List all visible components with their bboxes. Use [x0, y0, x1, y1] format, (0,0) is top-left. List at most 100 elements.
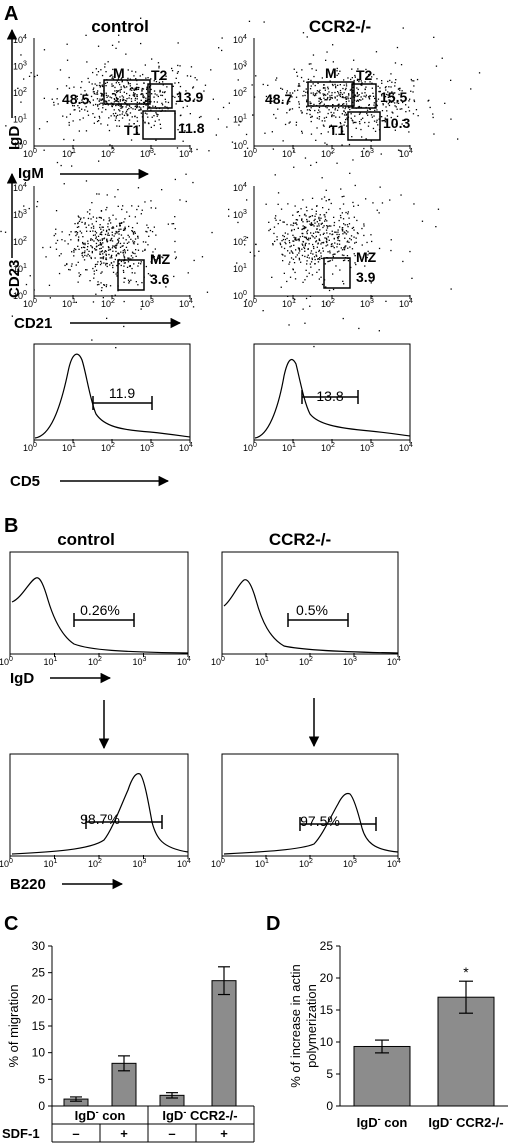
decade-tick-labels: 100 101 102 103 104	[0, 855, 191, 869]
gate-label-t1: T1	[124, 122, 141, 138]
category-label: IgD- CCR2-/-	[428, 1114, 503, 1130]
svg-text:104: 104	[399, 442, 413, 453]
svg-text:104: 104	[177, 656, 191, 667]
svg-text:103: 103	[140, 148, 154, 159]
histogram-curve	[223, 579, 399, 654]
y-tick-label: 30	[32, 939, 46, 953]
error-bar	[70, 1096, 82, 1102]
svg-text:103: 103	[360, 298, 374, 309]
plot-a-cd5-ccr2: 13.8	[253, 343, 411, 441]
svg-text:101: 101	[282, 442, 296, 453]
svg-text:103: 103	[233, 209, 247, 220]
svg-text:103: 103	[133, 858, 147, 869]
dot-cloud	[182, 20, 481, 184]
svg-text:104: 104	[179, 442, 193, 453]
svg-text:100: 100	[0, 656, 13, 667]
error-bar	[459, 980, 473, 1014]
svg-text:104: 104	[233, 182, 247, 193]
gate-t2	[147, 83, 173, 109]
svg-text:100: 100	[211, 858, 225, 869]
y-tick-label: 15	[32, 1019, 46, 1033]
svg-text:102: 102	[88, 656, 102, 667]
histogram-curve	[223, 792, 399, 855]
histogram-curve	[11, 577, 189, 654]
axis-label-igd: IgD	[6, 126, 23, 150]
svg-text:100: 100	[23, 442, 37, 453]
dot-cloud	[147, 124, 452, 348]
decade-tick-labels: 100 101 102 103 104	[23, 439, 193, 453]
plot-a-igm-igd-control: M T2 T1 48.5 13.9 11.8	[5, 17, 407, 203]
svg-text:104: 104	[13, 182, 27, 193]
gate-label-t2: T2	[356, 67, 373, 83]
panel-a-header-control: control	[91, 17, 149, 36]
plot-a-cd5-control: 11.9	[33, 343, 191, 441]
svg-text:102: 102	[233, 236, 247, 247]
group-label: IgD- CCR2-/-	[162, 1107, 237, 1123]
svg-text:104: 104	[13, 34, 27, 45]
y-tick-label: 5	[38, 1072, 45, 1086]
gate-label-t2: T2	[151, 67, 168, 83]
value-t2: 15.5	[380, 89, 407, 105]
decade-tick-labels: 100 101 102 103 104 100 101 102 103 104	[13, 34, 193, 159]
value-igd-neg: 0.5%	[296, 602, 328, 618]
gate-label-t1: T1	[329, 122, 346, 138]
axis-label-cd23: CD23	[6, 260, 23, 298]
svg-text:100: 100	[243, 148, 257, 159]
panel-b-header-control: control	[57, 530, 115, 549]
decade-tick-labels: 100 101 102 103 104 100 101 102 103 104	[13, 182, 193, 309]
panel-label-b: B	[4, 515, 18, 537]
svg-text:102: 102	[101, 148, 115, 159]
chart-d-actin: % of increase in actin polymerization 0 5…	[288, 939, 508, 1130]
gate-m	[103, 79, 151, 105]
bar	[437, 996, 495, 1107]
value-m: 48.7	[265, 91, 292, 107]
svg-text:102: 102	[299, 858, 313, 869]
bar	[353, 1045, 411, 1107]
svg-text:101: 101	[62, 298, 76, 309]
plot-a-igm-igd-ccr2: M T2 T1 48.7 15.5 10.3	[182, 20, 481, 184]
svg-text:103: 103	[343, 656, 357, 667]
error-bar	[166, 1092, 178, 1099]
significance-marker: *	[463, 964, 469, 980]
error-bar	[218, 966, 230, 996]
svg-text:104: 104	[233, 34, 247, 45]
gate-label-m: M	[113, 65, 125, 81]
value-cd5: 13.8	[316, 388, 343, 404]
value-igd-neg: 0.26%	[80, 602, 120, 618]
gate-t1	[142, 110, 176, 140]
svg-text:103: 103	[233, 61, 247, 72]
svg-text:102: 102	[233, 87, 247, 98]
condition-value: +	[220, 1126, 228, 1141]
error-bar	[375, 1039, 389, 1054]
y-tick-label: 25	[320, 939, 334, 953]
panel-label-a: A	[4, 3, 18, 25]
svg-text:101: 101	[255, 656, 269, 667]
panel-label-c: C	[4, 913, 18, 935]
decade-tick-labels: 100 101 102 103 104	[211, 855, 401, 869]
svg-text:104: 104	[399, 148, 413, 159]
axis-label-igd-b: IgD	[10, 670, 34, 687]
svg-text:101: 101	[233, 263, 247, 274]
svg-text:102: 102	[321, 148, 335, 159]
svg-text:104: 104	[387, 656, 401, 667]
svg-text:102: 102	[299, 656, 313, 667]
svg-text:102: 102	[321, 298, 335, 309]
svg-text:104: 104	[387, 858, 401, 869]
svg-text:100: 100	[23, 148, 37, 159]
y-tick-label: 20	[32, 992, 46, 1006]
svg-text:104: 104	[177, 858, 191, 869]
svg-text:101: 101	[282, 148, 296, 159]
gate-label-mz: MZ	[356, 249, 377, 265]
svg-text:104: 104	[399, 298, 413, 309]
decade-tick-labels: 100 101 102 103 104	[243, 439, 413, 453]
decade-tick-labels: 100 101 102 103 104	[211, 653, 401, 667]
svg-text:102: 102	[13, 87, 27, 98]
svg-text:104: 104	[179, 148, 193, 159]
plot-b-b220-ccr2: 97.5%	[221, 753, 399, 857]
svg-text:102: 102	[88, 858, 102, 869]
gate-label-m: M	[325, 65, 337, 81]
decade-tick-labels: 100 101 102 103 104 100 101 102 103 104	[233, 182, 413, 309]
decade-tick-labels: 100 101 102 103 104 100 101 102 103 104	[233, 34, 413, 159]
svg-text:101: 101	[62, 442, 76, 453]
y-tick-label: 25	[32, 966, 46, 980]
